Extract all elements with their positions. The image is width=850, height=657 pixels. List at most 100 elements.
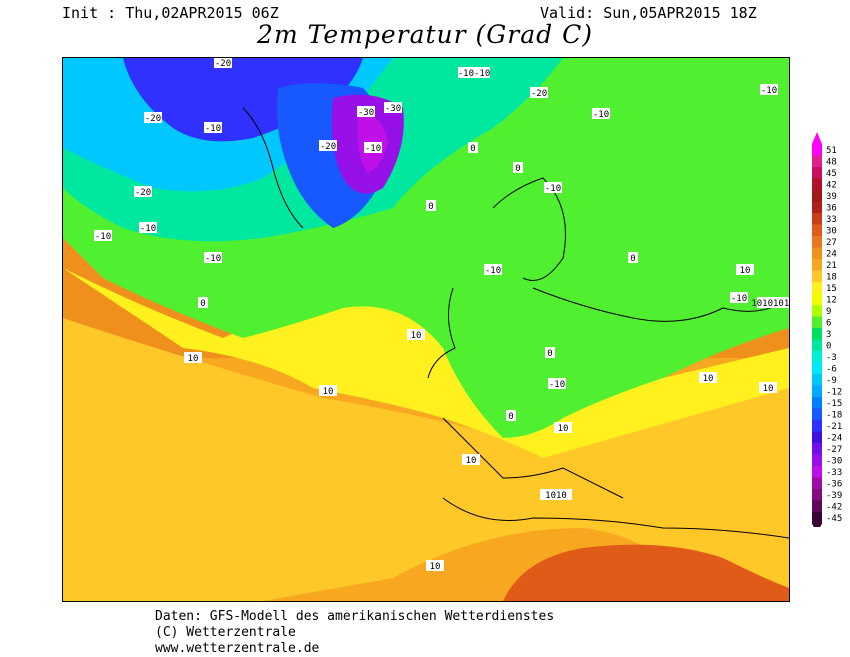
legend-swatch bbox=[812, 443, 822, 455]
legend-label: -36 bbox=[826, 479, 842, 489]
blue-zone bbox=[123, 58, 363, 142]
map-label: 10 bbox=[319, 385, 337, 397]
map-label: -10 bbox=[484, 264, 502, 276]
legend-swatch bbox=[812, 270, 822, 283]
map-label: -30 bbox=[357, 106, 375, 118]
svg-text:-10: -10 bbox=[593, 110, 609, 120]
legend-swatch bbox=[812, 282, 822, 294]
legend-swatch bbox=[812, 144, 822, 156]
map-label: 0 bbox=[468, 142, 478, 154]
legend-swatch bbox=[812, 201, 822, 214]
map-label: 10 bbox=[736, 264, 754, 276]
map-label: 1010 bbox=[540, 489, 572, 501]
credit-copyright: (C) Wetterzentrale bbox=[155, 625, 296, 640]
legend-swatch bbox=[812, 328, 822, 340]
legend-label: 6 bbox=[826, 318, 831, 328]
legend-label: -18 bbox=[826, 410, 842, 420]
svg-text:10: 10 bbox=[558, 424, 569, 434]
legend-label: -45 bbox=[826, 514, 842, 524]
legend-swatch bbox=[812, 316, 822, 329]
map-label: -10 bbox=[139, 222, 157, 234]
legend-label: 36 bbox=[826, 203, 837, 213]
svg-text:0: 0 bbox=[508, 412, 513, 422]
legend-swatch bbox=[812, 512, 822, 524]
svg-text:0: 0 bbox=[630, 254, 635, 264]
map-label: 0 bbox=[198, 297, 208, 309]
legend-swatch bbox=[812, 247, 822, 260]
map-label: -10-10 bbox=[458, 67, 490, 79]
sahara-warm bbox=[503, 544, 789, 601]
map-label: -10 bbox=[364, 142, 382, 154]
legend-label: -27 bbox=[826, 445, 842, 455]
svg-text:10: 10 bbox=[763, 384, 774, 394]
legend-label: 39 bbox=[826, 192, 837, 202]
legend-label: -30 bbox=[826, 456, 842, 466]
map-label: 0 bbox=[513, 162, 523, 174]
svg-text:-10: -10 bbox=[140, 224, 156, 234]
legend-swatch bbox=[812, 420, 822, 432]
credit-data-source: Daten: GFS-Modell des amerikanischen Wet… bbox=[155, 609, 555, 624]
legend-arrow-bottom bbox=[812, 523, 822, 527]
legend-swatch bbox=[812, 362, 822, 375]
svg-text:-20: -20 bbox=[135, 188, 151, 198]
legend-swatch bbox=[812, 190, 822, 202]
init-time: Init : Thu,02APR2015 06Z bbox=[62, 4, 279, 22]
legend-swatch bbox=[812, 466, 822, 478]
map-label: 0 bbox=[506, 410, 516, 422]
map-label: -20 bbox=[144, 112, 162, 124]
legend-arrow-top bbox=[812, 132, 822, 144]
svg-text:-20: -20 bbox=[145, 114, 161, 124]
legend-swatch bbox=[812, 293, 822, 306]
svg-text:-20: -20 bbox=[531, 89, 547, 99]
legend-label: -12 bbox=[826, 387, 842, 397]
map-label: 0 bbox=[426, 200, 436, 212]
svg-text:1010: 1010 bbox=[545, 491, 567, 501]
svg-text:10: 10 bbox=[466, 456, 477, 466]
legend-swatch bbox=[812, 224, 822, 237]
map-label: -10 bbox=[204, 122, 222, 134]
legend-label: -9 bbox=[826, 376, 837, 386]
legend-label: 45 bbox=[826, 169, 837, 179]
map-label: 10 bbox=[184, 352, 202, 364]
legend-label: -3 bbox=[826, 353, 837, 363]
legend-swatch bbox=[812, 213, 822, 225]
svg-text:0: 0 bbox=[515, 164, 520, 174]
legend-label: 3 bbox=[826, 330, 831, 340]
svg-text:-10: -10 bbox=[549, 380, 565, 390]
map-label: 10 bbox=[759, 382, 777, 394]
legend-label: -42 bbox=[826, 502, 842, 512]
legend-label: 42 bbox=[826, 180, 837, 190]
map-label: -10 bbox=[94, 230, 112, 242]
legend-swatch bbox=[812, 454, 822, 467]
legend-label: -33 bbox=[826, 468, 842, 478]
legend-label: -21 bbox=[826, 422, 842, 432]
legend-swatch bbox=[812, 489, 822, 501]
map-label: 10 bbox=[426, 560, 444, 572]
map-label: -20 bbox=[214, 58, 232, 69]
legend-swatch bbox=[812, 431, 822, 444]
legend-label: -24 bbox=[826, 433, 842, 443]
legend-label: -6 bbox=[826, 364, 837, 374]
svg-text:-10: -10 bbox=[731, 294, 747, 304]
map-label: 10 bbox=[407, 329, 425, 341]
legend-label: -39 bbox=[826, 491, 842, 501]
map-label: -20 bbox=[530, 87, 548, 99]
map-label: 0 bbox=[628, 252, 638, 264]
legend-swatch bbox=[812, 477, 822, 490]
legend-swatch bbox=[812, 339, 822, 352]
map-label: 0 bbox=[545, 347, 555, 359]
map-label: -10 bbox=[548, 378, 566, 390]
svg-text:-10: -10 bbox=[545, 184, 561, 194]
legend-label: 24 bbox=[826, 249, 837, 259]
map-label: -10 bbox=[592, 108, 610, 120]
map-title: 2m Temperatur (Grad C) bbox=[257, 20, 593, 49]
legend-swatch bbox=[812, 374, 822, 386]
legend-label: 33 bbox=[826, 215, 837, 225]
svg-text:10: 10 bbox=[411, 331, 422, 341]
light-orange-zone bbox=[63, 318, 789, 601]
svg-text:-20: -20 bbox=[215, 59, 231, 69]
svg-text:-10: -10 bbox=[365, 144, 381, 154]
legend-swatch bbox=[812, 351, 822, 363]
legend-label: -15 bbox=[826, 399, 842, 409]
